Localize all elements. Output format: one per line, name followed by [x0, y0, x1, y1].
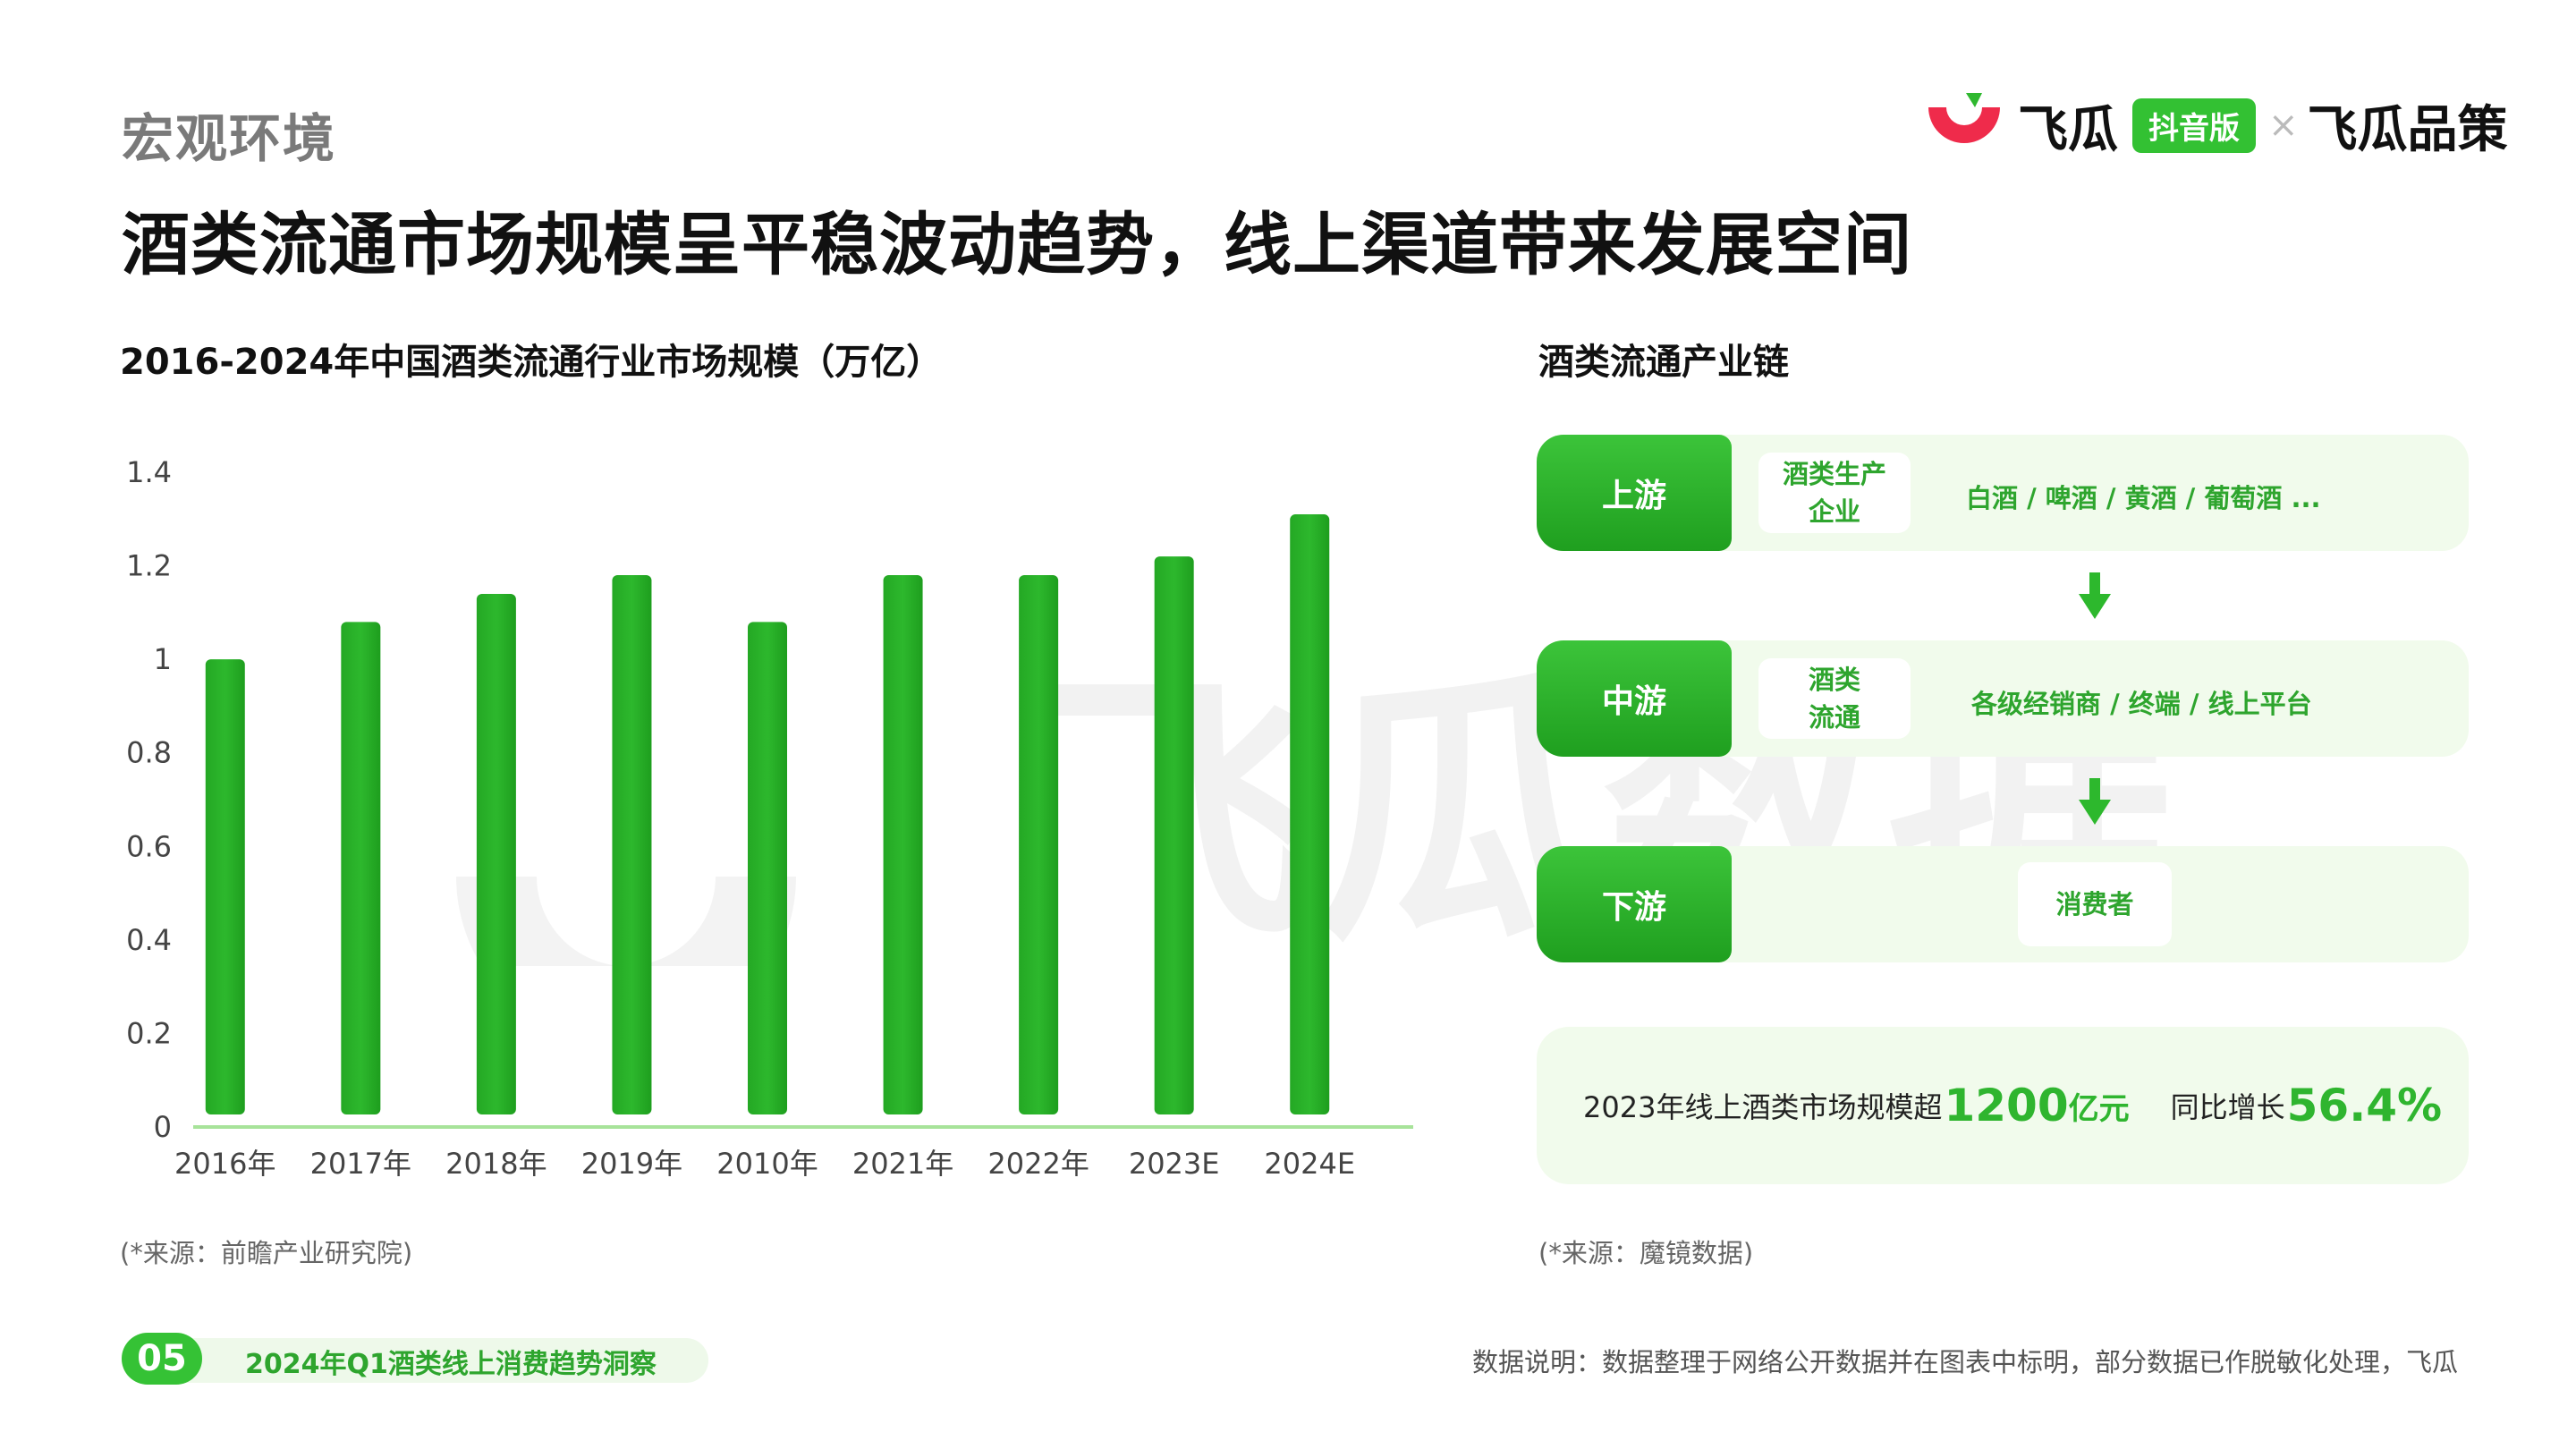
downstream-box: 消费者: [2018, 862, 2172, 946]
bar: [341, 622, 381, 1114]
x-tick-label: 2021年: [852, 1147, 953, 1181]
report-title: 2024年Q1酒类线上消费趋势洞察: [245, 1349, 657, 1380]
x-tick-label: 2024E: [1264, 1147, 1355, 1181]
online-market-stat: 2023年线上酒类市场规模超 1200 亿元 同比增长 56.4%: [1537, 1027, 2469, 1184]
bar: [1019, 575, 1059, 1114]
stat-growth-value: 56.4%: [2286, 1080, 2443, 1131]
data-note: 数据说明：数据整理于网络公开数据并在图表中标明，部分数据已作脱敏化处理，飞瓜: [1472, 1347, 2459, 1377]
page-number: 05: [122, 1333, 202, 1385]
chain-title: 酒类流通产业链: [1538, 342, 1789, 383]
melon-logo-icon: [1928, 93, 2000, 143]
down-arrow-icon: [2079, 572, 2111, 619]
stage-tag-downstream: 下游: [1537, 846, 1732, 962]
stat-unit: 亿元: [2068, 1090, 2130, 1127]
chart-title: 2016-2024年中国酒类流通行业市场规模（万亿）: [120, 342, 943, 383]
logo-separator: ×: [2268, 105, 2299, 146]
stat-growth-label: 同比增长: [2170, 1090, 2285, 1124]
bar-chart: 0 0.2 0.4 0.6 0.8 1 1.2 1.4 2016年 2017年 2018年 2019年…: [126, 455, 1413, 1181]
chain-source: (*来源：魔镜数据): [1538, 1238, 1754, 1268]
stage-tag-upstream: 上游: [1537, 435, 1732, 551]
bar: [205, 659, 245, 1114]
x-tick-label: 2010年: [716, 1147, 818, 1181]
brand-logo: 飞瓜 抖音版 × 飞瓜品策: [1923, 89, 2508, 161]
bar: [1154, 556, 1194, 1114]
chart-source: (*来源：前瞻产业研究院): [120, 1238, 413, 1268]
x-tick-label: 2019年: [581, 1147, 682, 1181]
logo-partner-text: 飞瓜品策: [2307, 100, 2508, 159]
page-headline: 酒类流通市场规模呈平稳波动趋势，线上渠道带来发展空间: [122, 205, 1912, 284]
logo-badge: 抖音版: [2132, 97, 2256, 153]
y-tick-label: 0.2: [126, 1016, 172, 1050]
x-tick-label: 2018年: [445, 1147, 547, 1181]
y-tick-label: 1: [154, 642, 172, 676]
stage-tag-midstream: 中游: [1537, 640, 1732, 757]
x-tick-label: 2023E: [1129, 1147, 1220, 1181]
upstream-box: 酒类生产 企业: [1758, 453, 1911, 533]
logo-brand-text: 飞瓜: [2018, 100, 2118, 159]
y-tick-label: 1.2: [126, 549, 172, 583]
midstream-box: 酒类 流通: [1758, 658, 1911, 739]
down-arrow-icon: [2079, 778, 2111, 825]
y-tick-label: 0.6: [126, 829, 172, 863]
stat-prefix: 2023年线上酒类市场规模超: [1583, 1090, 1943, 1124]
y-tick-label: 0: [154, 1110, 172, 1144]
y-tick-label: 0.4: [126, 923, 172, 957]
x-tick-label: 2017年: [310, 1147, 411, 1181]
footer-pill: [122, 1338, 708, 1383]
upstream-desc: 白酒 / 啤酒 / 黄酒 / 葡萄酒 ...: [1966, 483, 2321, 513]
bar: [883, 575, 923, 1114]
bar: [748, 622, 787, 1114]
y-tick-label: 1.4: [126, 455, 172, 489]
bar: [476, 593, 516, 1114]
section-title: 宏观环境: [122, 108, 337, 169]
midstream-desc: 各级经销商 / 终端 / 线上平台: [1971, 689, 2312, 719]
stat-value: 1200: [1944, 1080, 2069, 1131]
x-tick-label: 2022年: [987, 1147, 1089, 1181]
y-tick-label: 0.8: [126, 736, 172, 770]
bar: [1290, 514, 1330, 1114]
x-tick-label: 2016年: [174, 1147, 275, 1181]
bar: [612, 575, 652, 1114]
